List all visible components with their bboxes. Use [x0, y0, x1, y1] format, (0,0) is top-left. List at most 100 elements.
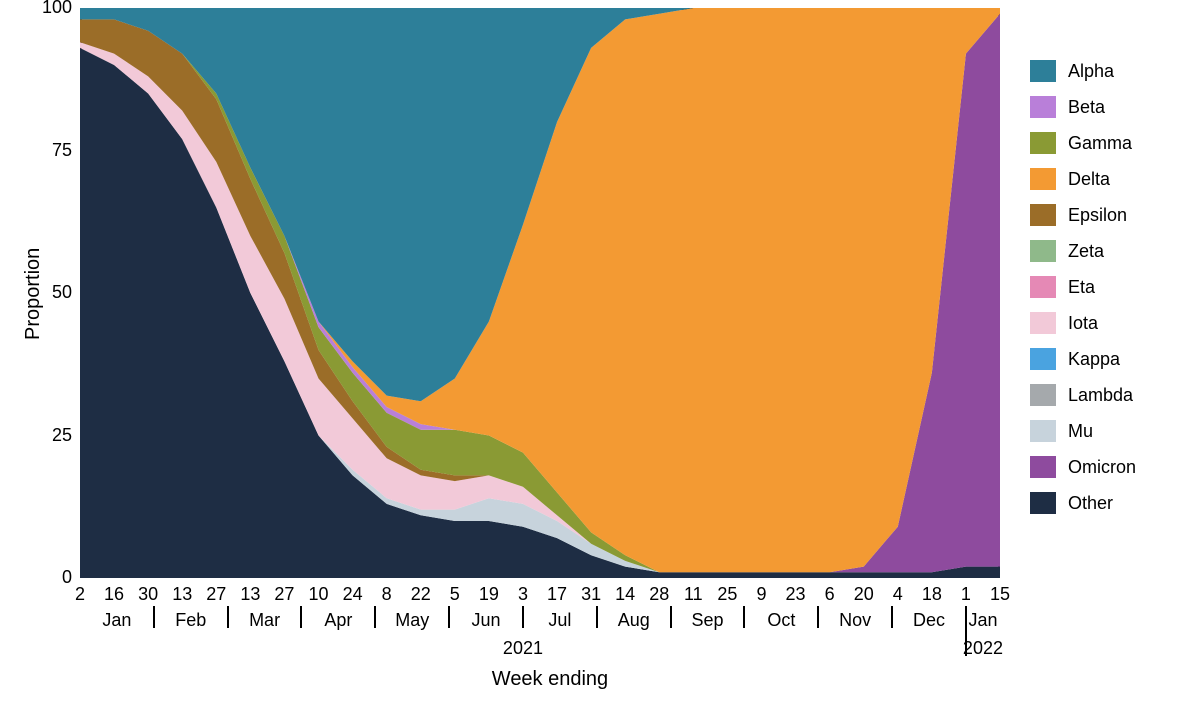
x-axis-label: Week ending	[480, 668, 620, 691]
legend-item-omicron: Omicron	[1030, 456, 1136, 478]
x-day-label: 23	[786, 584, 806, 605]
x-day-label: 15	[990, 584, 1010, 605]
month-separator	[300, 606, 302, 628]
legend-item-delta: Delta	[1030, 168, 1136, 190]
legend-swatch	[1030, 384, 1056, 406]
x-day-label: 11	[684, 584, 703, 605]
month-label: Jul	[548, 610, 571, 631]
month-label: May	[395, 610, 429, 631]
legend-label: Mu	[1068, 421, 1093, 442]
x-day-label: 2	[75, 584, 85, 605]
x-day-label: 25	[717, 584, 737, 605]
legend-label: Eta	[1068, 277, 1095, 298]
legend-item-iota: Iota	[1030, 312, 1136, 334]
x-day-label: 30	[138, 584, 158, 605]
x-day-label: 4	[893, 584, 903, 605]
month-label: Feb	[175, 610, 206, 631]
x-day-label: 18	[922, 584, 942, 605]
x-day-label: 13	[172, 584, 192, 605]
x-day-label: 16	[104, 584, 124, 605]
legend-swatch	[1030, 420, 1056, 442]
legend: Alpha Beta Gamma Delta Epsilon Zeta Eta Iota Kap…	[1030, 60, 1136, 528]
month-label: Jan	[968, 610, 997, 631]
legend-item-kappa: Kappa	[1030, 348, 1136, 370]
legend-item-mu: Mu	[1030, 420, 1136, 442]
month-label: Oct	[767, 610, 795, 631]
legend-label: Zeta	[1068, 241, 1104, 262]
legend-swatch	[1030, 204, 1056, 226]
x-day-label: 14	[615, 584, 635, 605]
x-day-label: 10	[309, 584, 329, 605]
legend-swatch	[1030, 60, 1056, 82]
legend-label: Gamma	[1068, 133, 1132, 154]
y-tick-label: 75	[32, 140, 72, 161]
y-tick-label: 0	[32, 567, 72, 588]
y-tick-label: 50	[32, 282, 72, 303]
legend-swatch	[1030, 456, 1056, 478]
month-label: Jan	[102, 610, 131, 631]
month-label: Apr	[324, 610, 352, 631]
legend-label: Epsilon	[1068, 205, 1127, 226]
legend-swatch	[1030, 348, 1056, 370]
legend-label: Lambda	[1068, 385, 1133, 406]
x-day-label: 17	[547, 584, 567, 605]
legend-item-epsilon: Epsilon	[1030, 204, 1136, 226]
month-separator	[891, 606, 893, 628]
legend-swatch	[1030, 132, 1056, 154]
x-day-label: 27	[274, 584, 294, 605]
legend-label: Iota	[1068, 313, 1098, 334]
stacked-area-svg	[80, 8, 1000, 578]
legend-swatch	[1030, 96, 1056, 118]
legend-label: Kappa	[1068, 349, 1120, 370]
x-day-label: 5	[450, 584, 460, 605]
month-separator	[743, 606, 745, 628]
month-separator	[153, 606, 155, 628]
legend-item-lambda: Lambda	[1030, 384, 1136, 406]
x-day-label: 13	[240, 584, 260, 605]
month-separator	[670, 606, 672, 628]
year-separator	[965, 606, 967, 656]
legend-label: Omicron	[1068, 457, 1136, 478]
month-label: Aug	[618, 610, 650, 631]
x-day-label: 24	[343, 584, 363, 605]
month-separator	[374, 606, 376, 628]
legend-item-beta: Beta	[1030, 96, 1136, 118]
month-separator	[817, 606, 819, 628]
legend-swatch	[1030, 492, 1056, 514]
month-separator	[522, 606, 524, 628]
month-label: Nov	[839, 610, 871, 631]
x-day-label: 22	[411, 584, 431, 605]
x-day-label: 6	[825, 584, 835, 605]
year-label: 2022	[963, 638, 1003, 659]
month-separator	[448, 606, 450, 628]
month-label: Sep	[692, 610, 724, 631]
legend-swatch	[1030, 312, 1056, 334]
x-day-label: 8	[382, 584, 392, 605]
month-label: Dec	[913, 610, 945, 631]
x-day-label: 1	[961, 584, 971, 605]
x-day-label: 31	[581, 584, 601, 605]
month-label: Jun	[472, 610, 501, 631]
legend-label: Alpha	[1068, 61, 1114, 82]
legend-item-alpha: Alpha	[1030, 60, 1136, 82]
month-label: Mar	[249, 610, 280, 631]
legend-swatch	[1030, 276, 1056, 298]
legend-item-zeta: Zeta	[1030, 240, 1136, 262]
x-day-label: 9	[756, 584, 766, 605]
month-separator	[227, 606, 229, 628]
legend-item-other: Other	[1030, 492, 1136, 514]
x-day-label: 20	[854, 584, 874, 605]
x-day-label: 3	[518, 584, 528, 605]
legend-label: Beta	[1068, 97, 1105, 118]
legend-item-eta: Eta	[1030, 276, 1136, 298]
x-day-label: 19	[479, 584, 499, 605]
y-tick-label: 100	[32, 0, 72, 18]
legend-swatch	[1030, 168, 1056, 190]
legend-item-gamma: Gamma	[1030, 132, 1136, 154]
legend-swatch	[1030, 240, 1056, 262]
x-day-label: 27	[206, 584, 226, 605]
legend-label: Delta	[1068, 169, 1110, 190]
y-tick-label: 25	[32, 425, 72, 446]
chart-container: Proportion 0255075100 216301327132710248…	[0, 0, 1185, 720]
year-label: 2021	[503, 638, 543, 659]
